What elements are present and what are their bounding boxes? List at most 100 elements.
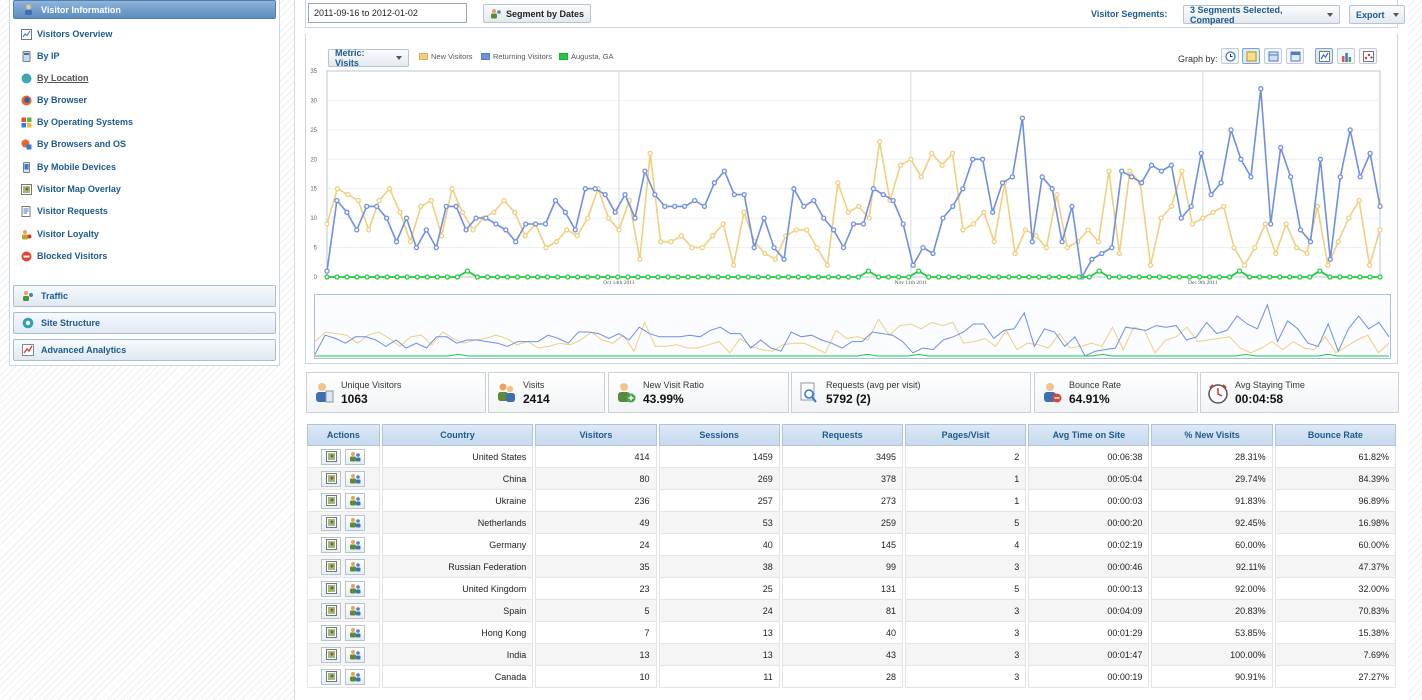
data-point[interactable] [1241,262,1248,268]
data-point[interactable] [720,221,726,227]
data-point[interactable] [1267,274,1273,280]
data-point[interactable] [1168,162,1175,168]
data-point[interactable] [906,274,912,280]
data-point[interactable] [781,256,787,262]
data-point[interactable] [1200,215,1206,221]
data-point[interactable] [324,221,330,227]
data-point[interactable] [1236,268,1243,274]
segment-visitors-button[interactable] [345,602,366,619]
data-point[interactable] [647,150,653,157]
data-point[interactable] [513,239,519,245]
data-point[interactable] [1377,203,1383,210]
data-point[interactable] [672,203,678,210]
data-point[interactable] [424,274,430,280]
data-point[interactable] [512,209,518,215]
map-overlay-button[interactable] [321,492,342,509]
map-overlay-button[interactable] [321,536,342,553]
data-point[interactable] [543,244,549,251]
data-point[interactable] [721,168,728,174]
data-point[interactable] [503,227,509,233]
data-point[interactable] [428,197,434,204]
data-point[interactable] [463,227,469,233]
data-point[interactable] [1056,274,1062,280]
data-point[interactable] [1012,250,1018,257]
data-point[interactable] [1283,221,1289,227]
data-point[interactable] [602,191,608,198]
data-point[interactable] [1317,156,1324,162]
data-point[interactable] [345,191,351,198]
data-point[interactable] [940,215,946,221]
data-point[interactable] [795,274,801,280]
sidebar-item-by-ip[interactable]: By IP [21,49,60,63]
map-overlay-button[interactable] [321,580,342,597]
data-point[interactable] [970,221,977,227]
data-point[interactable] [616,227,622,233]
section-visitor-information[interactable]: Visitor Information [13,0,276,19]
data-point[interactable] [665,274,671,280]
data-point[interactable] [699,244,705,251]
data-point[interactable] [449,186,455,192]
data-point[interactable] [1377,274,1383,280]
data-point[interactable] [1208,191,1214,198]
column-header-country[interactable]: Country [381,424,534,446]
data-point[interactable] [605,215,612,221]
data-point[interactable] [552,197,559,204]
data-point[interactable] [735,274,741,280]
data-point[interactable] [920,244,926,251]
data-point[interactable] [1126,274,1132,280]
data-point[interactable] [585,274,591,280]
data-point[interactable] [657,239,664,245]
data-point[interactable] [501,197,507,204]
data-point[interactable] [741,209,747,215]
data-point[interactable] [991,239,997,245]
data-point[interactable] [1238,156,1244,162]
data-point[interactable] [897,162,904,168]
data-point[interactable] [793,227,799,233]
data-point[interactable] [835,180,841,186]
data-point[interactable] [1176,274,1183,280]
data-point[interactable] [745,274,751,280]
data-point[interactable] [979,156,986,162]
overview-navigator-chart[interactable] [314,294,1394,360]
data-point[interactable] [1314,203,1321,210]
data-point[interactable] [1347,274,1353,280]
data-point[interactable] [655,274,661,280]
data-point[interactable] [1347,127,1353,133]
data-point[interactable] [1086,274,1092,280]
data-point[interactable] [1268,221,1274,227]
data-point[interactable] [494,274,501,280]
data-point[interactable] [635,274,641,280]
data-point[interactable] [771,244,777,251]
data-point[interactable] [493,221,499,227]
data-point[interactable] [625,274,631,280]
data-point[interactable] [900,221,906,227]
data-point[interactable] [1287,274,1293,280]
data-point[interactable] [785,274,791,280]
data-point[interactable] [701,203,708,210]
data-point[interactable] [685,274,691,280]
data-point[interactable] [710,233,716,239]
data-point[interactable] [662,203,668,210]
data-point[interactable] [645,274,651,280]
data-point[interactable] [765,274,771,280]
data-point[interactable] [1106,274,1112,280]
data-point[interactable] [637,256,643,262]
segment-visitors-button[interactable] [345,624,366,641]
data-point[interactable] [981,209,987,215]
graph-by-hour-button[interactable] [1221,48,1239,64]
data-point[interactable] [1066,274,1072,280]
data-point[interactable] [755,274,761,280]
sidebar-item-by-location[interactable]: By Location [21,71,89,85]
data-point[interactable] [1019,115,1026,121]
data-point[interactable] [1206,274,1213,280]
data-point[interactable] [751,244,757,251]
segment-visitors-button[interactable] [345,646,366,663]
data-point[interactable] [418,203,424,210]
graph-by-day-button[interactable] [1242,48,1260,64]
data-point[interactable] [1026,274,1032,280]
data-point[interactable] [989,209,996,215]
data-point[interactable] [1304,250,1310,257]
data-point[interactable] [1293,244,1300,251]
segments-dropdown[interactable]: 3 Segments Selected, Compared [1183,5,1340,25]
data-point[interactable] [855,274,862,280]
